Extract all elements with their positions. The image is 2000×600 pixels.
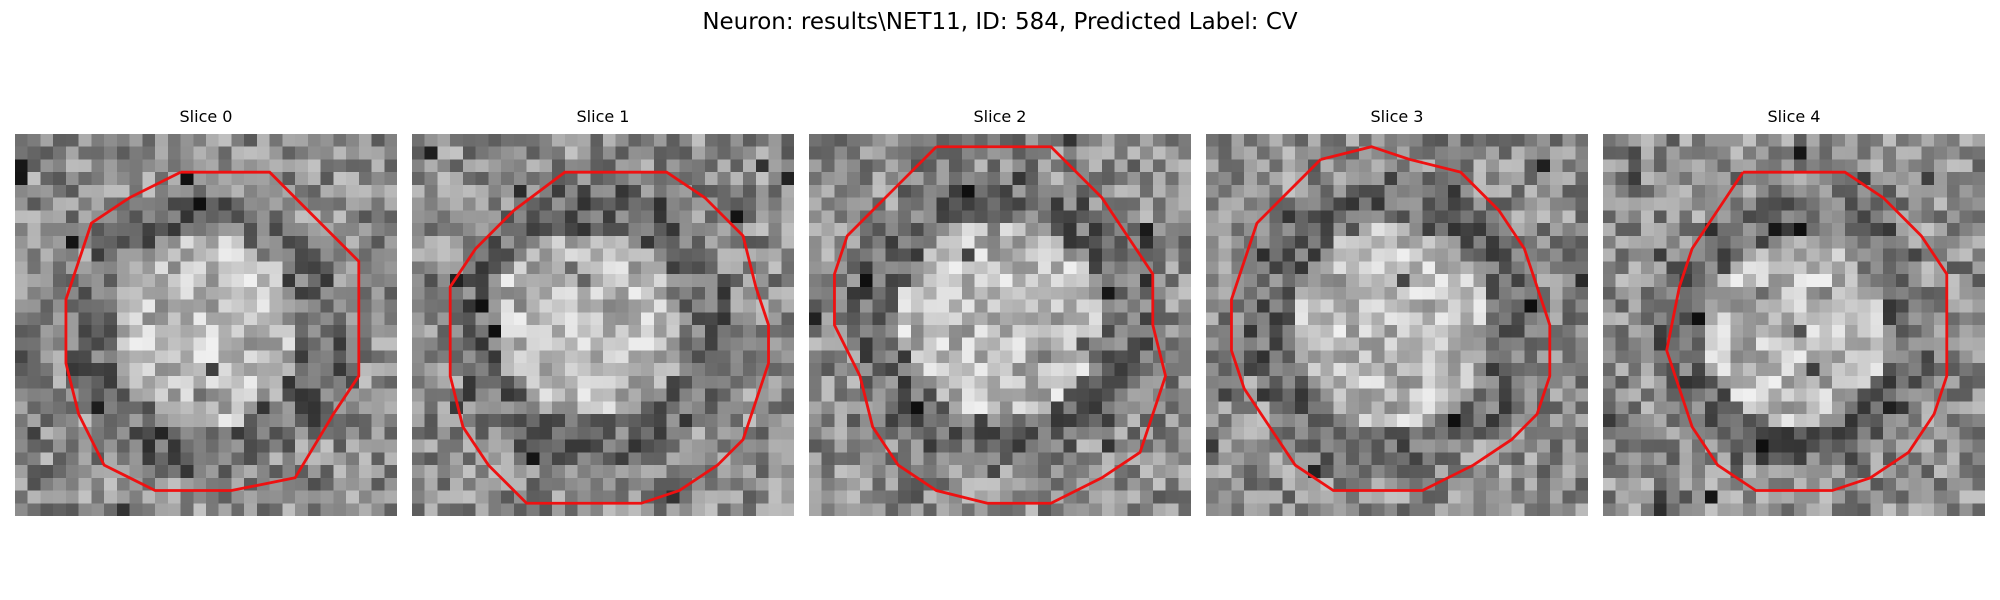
pixel-grid-0 <box>15 134 397 516</box>
slice-image-3 <box>1206 134 1588 516</box>
slice-title-0: Slice 0 <box>179 107 233 126</box>
segmentation-contour-2 <box>833 145 1167 505</box>
segmentation-contour-0 <box>64 170 361 492</box>
slice-title-2: Slice 2 <box>973 107 1027 126</box>
segmentation-contour-1 <box>448 170 770 505</box>
slice-image-4 <box>1603 134 1985 516</box>
figure-title: Neuron: results\NET11, ID: 584, Predicte… <box>702 9 1298 35</box>
slice-title-1: Slice 1 <box>576 107 630 126</box>
slice-title-4: Slice 4 <box>1767 107 1821 126</box>
pixel-grid-1 <box>412 134 794 516</box>
pixel-grid-3 <box>1206 134 1588 516</box>
slice-image-2 <box>809 134 1191 516</box>
segmentation-contour-4 <box>1665 170 1949 492</box>
slice-image-0 <box>15 134 397 516</box>
slice-image-1 <box>412 134 794 516</box>
segmentation-contour-3 <box>1230 145 1552 492</box>
pixel-grid-4 <box>1603 134 1985 516</box>
slice-title-3: Slice 3 <box>1370 107 1424 126</box>
pixel-grid-2 <box>809 134 1191 516</box>
